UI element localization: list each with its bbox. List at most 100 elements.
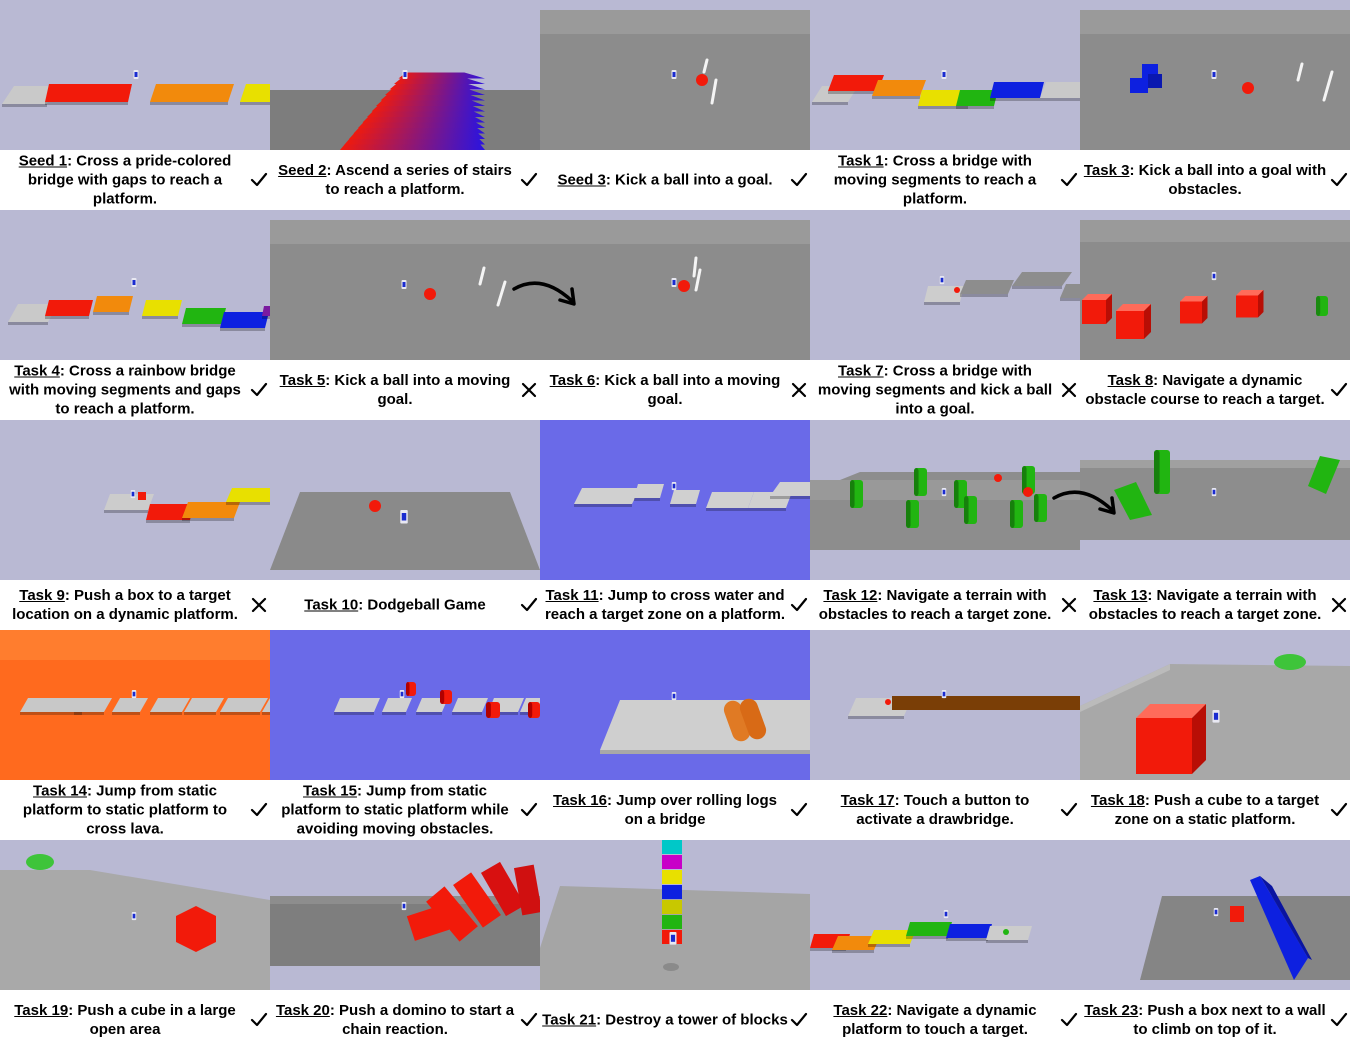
task-id: Task 21 xyxy=(542,1011,597,1029)
task-id: Task 22 xyxy=(833,1002,888,1019)
task-caption: Task 5: Kick a ball into a moving goal. xyxy=(270,360,540,420)
task-description: : Dodgeball Game xyxy=(358,596,486,614)
task-caption: Task 9: Push a box to a target location … xyxy=(0,580,270,630)
check-icon xyxy=(1060,172,1078,187)
check-icon xyxy=(250,1012,268,1027)
task-caption: Task 19: Push a cube in a large open are… xyxy=(0,990,270,1050)
task-description: : Jump over rolling logs on a bridge xyxy=(606,792,777,828)
task-id: Task 6 xyxy=(549,372,596,389)
cross-icon xyxy=(251,597,267,613)
task-id: Task 7 xyxy=(838,362,884,380)
caption-text: Task 9: Push a box to a target location … xyxy=(2,586,248,624)
task-id: Seed 1 xyxy=(18,152,68,170)
task-id: Task 15 xyxy=(303,782,357,800)
caption-text: Task 20: Push a domino to start a chain … xyxy=(272,1001,518,1039)
task-description: : Push a domino to start a chain reactio… xyxy=(329,1002,515,1038)
cross-icon xyxy=(1061,597,1077,613)
task-id: Seed 3 xyxy=(557,171,606,189)
scene-render-image xyxy=(1080,840,1350,990)
caption-text: Task 16: Jump over rolling logs on a bri… xyxy=(542,791,788,829)
task-caption: Seed 3: Kick a ball into a goal. xyxy=(540,150,810,210)
task-description: : Destroy a tower of blocks xyxy=(596,1011,788,1029)
caption-text: Task 13: Navigate a terrain with obstacl… xyxy=(1082,586,1328,624)
caption-text: Task 4: Cross a rainbow bridge with movi… xyxy=(2,362,248,419)
task-id: Task 17 xyxy=(840,792,895,809)
task-cell: Task 7: Cross a bridge with moving segme… xyxy=(810,210,1080,420)
scene-render-image xyxy=(270,420,540,580)
task-id: Task 19 xyxy=(14,1002,69,1019)
scene-render-image xyxy=(810,210,1080,360)
task-description: : Push a box next to a wall to climb on … xyxy=(1133,1002,1326,1038)
task-caption: Task 6: Kick a ball into a moving goal. xyxy=(540,360,810,420)
task-caption: Task 4: Cross a rainbow bridge with movi… xyxy=(0,360,270,420)
scene-render-image xyxy=(270,0,540,150)
task-caption: Task 22: Navigate a dynamic platform to … xyxy=(810,990,1080,1050)
task-caption: Task 14: Jump from static platform to st… xyxy=(0,780,270,840)
check-icon xyxy=(790,172,808,187)
task-caption: Seed 2: Ascend a series of stairs to rea… xyxy=(270,150,540,210)
check-icon xyxy=(250,172,268,187)
task-description: : Push a cube to a target zone on a stat… xyxy=(1114,792,1320,828)
task-id: Task 8 xyxy=(1107,372,1154,389)
scene-render-image xyxy=(810,840,1080,990)
task-id: Task 14 xyxy=(33,782,87,800)
task-cell: Task 11: Jump to cross water and reach a… xyxy=(540,420,810,630)
task-cell: Task 20: Push a domino to start a chain … xyxy=(270,840,540,1050)
caption-text: Task 12: Navigate a terrain with obstacl… xyxy=(812,586,1058,624)
task-id: Task 13 xyxy=(1093,587,1148,604)
task-cell: Task 1: Cross a bridge with moving segme… xyxy=(810,0,1080,210)
check-icon xyxy=(250,382,268,397)
caption-text: Task 14: Jump from static platform to st… xyxy=(2,782,248,839)
task-description: : Jump to cross water and reach a target… xyxy=(544,587,786,623)
task-description: : Cross a bridge with moving segments an… xyxy=(817,362,1053,418)
task-caption: Task 3: Kick a ball into a goal with obs… xyxy=(1080,150,1350,210)
task-cell: Task 4: Cross a rainbow bridge with movi… xyxy=(0,210,270,420)
caption-text: Task 10: Dodgeball Game xyxy=(272,596,518,615)
caption-text: Task 19: Push a cube in a large open are… xyxy=(2,1001,248,1039)
scene-render-image xyxy=(1080,0,1350,150)
scene-render-image xyxy=(540,210,810,360)
task-description: : Touch a button to activate a drawbridg… xyxy=(856,792,1030,828)
scene-render-image xyxy=(270,210,540,360)
task-caption: Task 7: Cross a bridge with moving segme… xyxy=(810,360,1080,420)
task-cell: Task 18: Push a cube to a target zone on… xyxy=(1080,630,1350,840)
task-description: : Ascend a series of stairs to reach a p… xyxy=(325,162,512,198)
task-description: : Push a cube in a large open area xyxy=(68,1002,236,1038)
caption-text: Task 3: Kick a ball into a goal with obs… xyxy=(1082,161,1328,199)
scene-render-image xyxy=(810,420,1080,580)
scene-render-image xyxy=(0,210,270,360)
task-description: : Kick a ball into a moving goal. xyxy=(325,372,511,408)
task-id: Task 20 xyxy=(275,1002,330,1019)
scene-render-image xyxy=(0,420,270,580)
scene-render-image xyxy=(0,840,270,990)
task-cell: Task 5: Kick a ball into a moving goal. xyxy=(270,210,540,420)
task-caption: Task 21: Destroy a tower of blocks xyxy=(540,990,810,1050)
task-cell: Task 6: Kick a ball into a moving goal. xyxy=(540,210,810,420)
task-cell: Task 13: Navigate a terrain with obstacl… xyxy=(1080,420,1350,630)
task-caption: Task 17: Touch a button to activate a dr… xyxy=(810,780,1080,840)
caption-text: Seed 2: Ascend a series of stairs to rea… xyxy=(272,161,518,199)
scene-render-image xyxy=(270,630,540,780)
task-id: Task 18 xyxy=(1090,792,1145,809)
task-description: : Cross a rainbow bridge with moving seg… xyxy=(9,362,241,418)
caption-text: Task 6: Kick a ball into a moving goal. xyxy=(542,371,788,409)
caption-text: Task 18: Push a cube to a target zone on… xyxy=(1082,791,1328,829)
task-id: Seed 2 xyxy=(278,162,327,179)
task-caption: Task 1: Cross a bridge with moving segme… xyxy=(810,150,1080,210)
task-cell: Task 15: Jump from static platform to st… xyxy=(270,630,540,840)
check-icon xyxy=(1330,802,1348,817)
check-icon xyxy=(250,802,268,817)
task-cell: Task 21: Destroy a tower of blocks xyxy=(540,840,810,1050)
caption-text: Task 21: Destroy a tower of blocks xyxy=(542,1011,788,1030)
scene-render-image xyxy=(810,0,1080,150)
task-description: : Kick a ball into a goal with obstacles… xyxy=(1129,162,1327,198)
check-icon xyxy=(520,172,538,187)
task-cell: Task 19: Push a cube in a large open are… xyxy=(0,840,270,1050)
caption-text: Task 22: Navigate a dynamic platform to … xyxy=(812,1001,1058,1039)
task-id: Task 23 xyxy=(1084,1002,1139,1019)
task-id: Task 16 xyxy=(553,792,607,809)
task-id: Task 1 xyxy=(838,152,884,170)
scene-render-image xyxy=(1080,630,1350,780)
check-icon xyxy=(790,1012,808,1027)
